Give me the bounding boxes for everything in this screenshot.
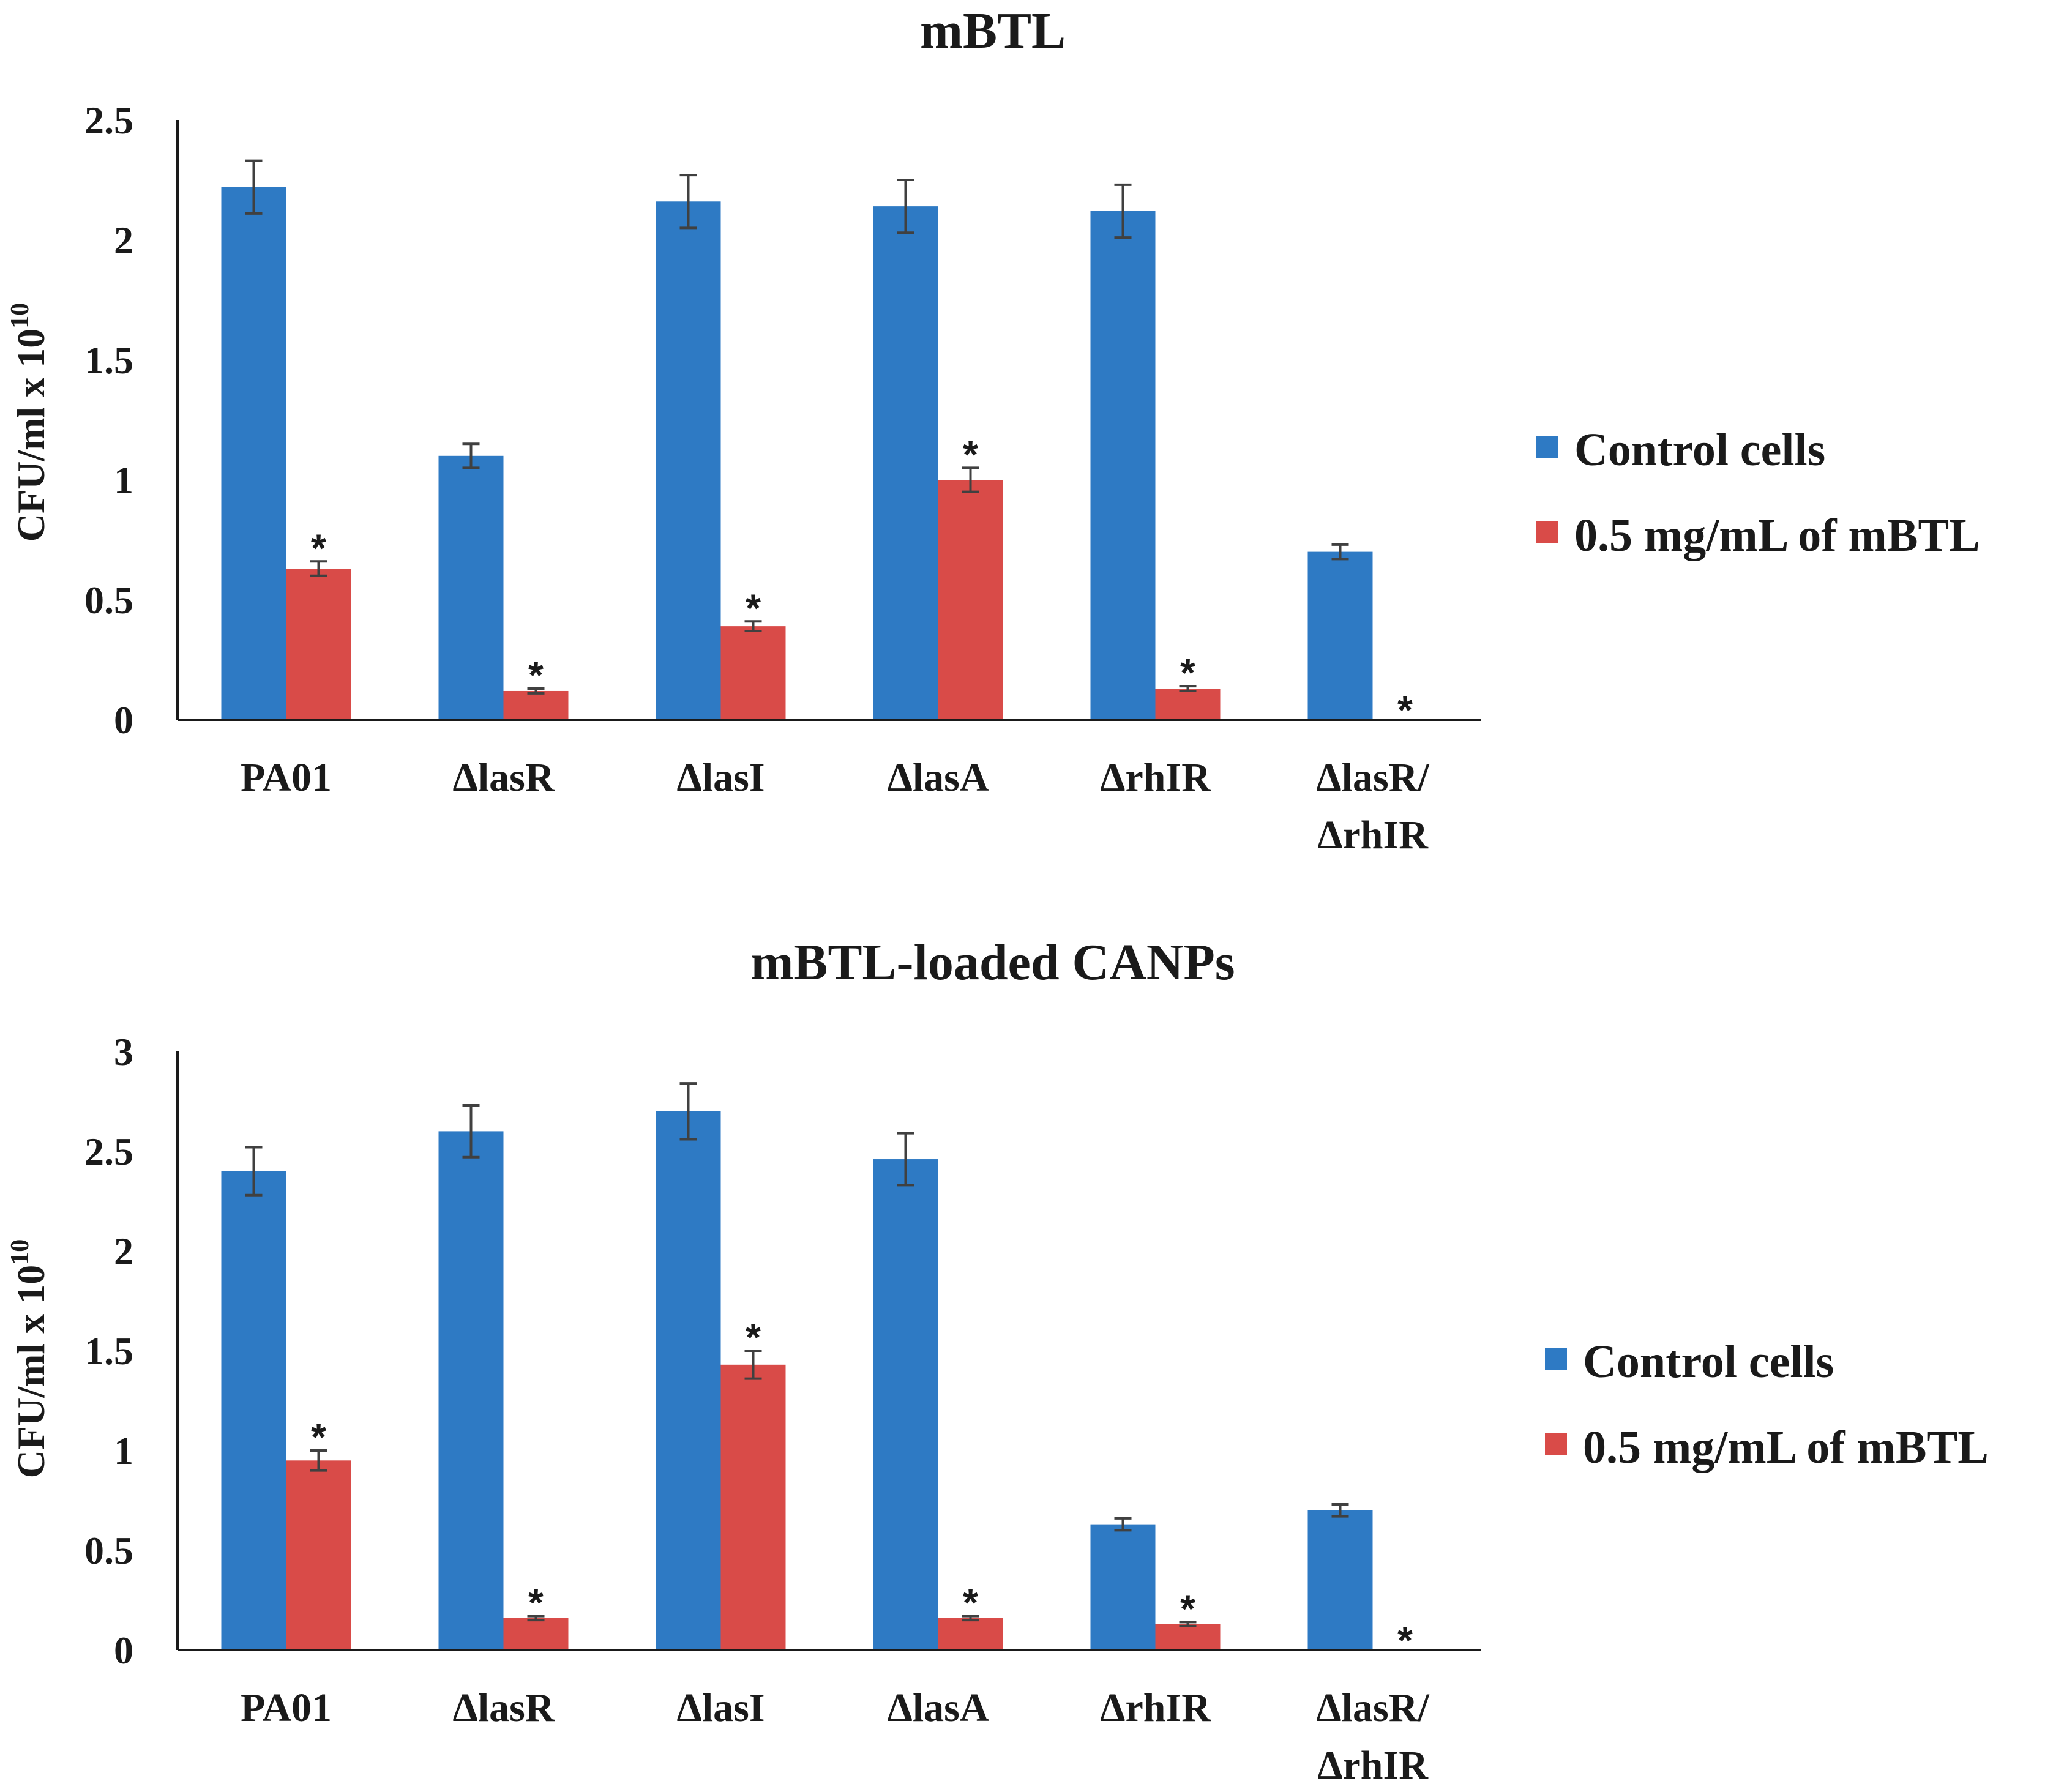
y-tick-label: 2.5	[84, 1130, 133, 1173]
bar-control	[438, 455, 504, 720]
y-axis-ticks: 0 0.5 1 1.5 2 2.5	[84, 99, 133, 742]
x-category-label: ΔlasI	[676, 755, 765, 800]
bar-control	[221, 187, 286, 720]
bar-control	[873, 206, 938, 720]
significance-star: *	[963, 432, 978, 476]
x-category-label: ΔrhIR	[1317, 1743, 1429, 1788]
legend: Control cells 0.5 mg/mL of mBTL	[1536, 424, 1980, 561]
bar-control	[873, 1159, 938, 1650]
y-tick-label: 1	[114, 1429, 133, 1473]
error-bars	[245, 159, 1349, 695]
significance-star: *	[528, 1581, 544, 1625]
y-tick-label: 0.5	[84, 1529, 133, 1572]
significance-star: *	[963, 1581, 978, 1625]
y-tick-label: 1.5	[84, 338, 133, 382]
bars	[221, 187, 1373, 720]
x-category-label: ΔlasR	[452, 755, 555, 800]
significance-star: *	[746, 1315, 761, 1359]
x-category-label: PA01	[241, 755, 332, 800]
y-tick-label: 2	[114, 1230, 133, 1273]
bar-treated	[286, 1460, 351, 1650]
chart-title: mBTL-loaded CANPs	[750, 934, 1235, 991]
significance-markers: * * * * * *	[311, 432, 1413, 732]
bar-treated	[286, 569, 351, 720]
y-tick-label: 1.5	[84, 1329, 133, 1373]
bar-treated	[938, 480, 1003, 720]
bar-treated	[1155, 1624, 1221, 1650]
significance-star: *	[528, 653, 544, 697]
y-tick-label: 0	[114, 1629, 133, 1672]
y-axis-label: CFU/ml x 1010	[6, 1239, 53, 1478]
bar-treated	[1155, 689, 1221, 720]
x-category-label: PA01	[241, 1686, 332, 1730]
y-axis-ticks: 0 0.5 1 1.5 2 2.5 3	[84, 1030, 133, 1672]
bar-control	[221, 1171, 286, 1650]
y-tick-label: 1	[114, 458, 133, 502]
bar-treated	[503, 690, 569, 720]
bar-control	[438, 1131, 504, 1650]
legend-label-control: Control cells	[1583, 1336, 1834, 1387]
chart-mbtl: mBTL CFU/ml x 1010 0 0.5 1 1.5 2 2.5 * * * * * * P…	[6, 2, 1980, 857]
y-tick-label: 2	[114, 218, 133, 262]
y-axis-label: CFU/ml x 1010	[6, 303, 53, 542]
x-category-label: ΔlasA	[887, 1686, 989, 1730]
bars	[221, 1111, 1373, 1650]
legend-swatch-control	[1545, 1348, 1567, 1370]
significance-star: *	[1397, 1618, 1413, 1662]
bar-treated	[503, 1618, 569, 1650]
bar-control	[1307, 551, 1373, 720]
significance-star: *	[311, 526, 326, 570]
x-category-label: ΔlasR	[452, 1686, 555, 1730]
x-category-label: ΔlasR/	[1316, 1686, 1430, 1730]
x-axis-categories: PA01 ΔlasR ΔlasI ΔlasA ΔrhIR ΔlasR/ΔrhIR	[241, 1686, 1430, 1788]
legend-label-treated: 0.5 mg/mL of mBTL	[1574, 510, 1980, 561]
error-bars	[245, 1082, 1349, 1627]
significance-markers: * * * * * *	[311, 1315, 1413, 1662]
significance-star: *	[1180, 651, 1195, 695]
chart-mbtl-loaded-canps: mBTL-loaded CANPs CFU/ml x 1010 0 0.5 1 1.5…	[6, 934, 1989, 1788]
bar-control	[656, 1111, 721, 1650]
y-tick-label: 0.5	[84, 578, 133, 622]
bar-treated	[938, 1618, 1003, 1650]
chart-title: mBTL	[920, 2, 1066, 59]
legend-swatch-treated	[1536, 521, 1558, 543]
bar-control	[656, 201, 721, 720]
x-category-label: ΔrhIR	[1100, 1686, 1211, 1730]
x-category-label: ΔlasA	[887, 755, 989, 800]
y-tick-label: 3	[114, 1030, 133, 1073]
significance-star: *	[1397, 688, 1413, 732]
legend-label-treated: 0.5 mg/mL of mBTL	[1583, 1422, 1989, 1473]
x-category-label: ΔrhIR	[1317, 813, 1429, 857]
bar-control	[1090, 1524, 1156, 1650]
legend: Control cells 0.5 mg/mL of mBTL	[1545, 1336, 1989, 1473]
x-category-label: ΔlasI	[676, 1686, 765, 1730]
bar-control	[1307, 1510, 1373, 1650]
significance-star: *	[746, 586, 761, 630]
x-category-label: ΔrhIR	[1100, 755, 1211, 800]
legend-swatch-control	[1536, 436, 1558, 458]
y-tick-label: 2.5	[84, 99, 133, 142]
legend-label-control: Control cells	[1574, 424, 1825, 476]
x-category-label: ΔlasR/	[1316, 755, 1430, 800]
y-tick-label: 0	[114, 698, 133, 742]
legend-swatch-treated	[1545, 1433, 1567, 1455]
significance-star: *	[1180, 1586, 1195, 1630]
significance-star: *	[311, 1415, 326, 1459]
x-axis-categories: PA01 ΔlasR ΔlasI ΔlasA ΔrhIR ΔlasR/ΔrhIR	[241, 755, 1430, 857]
bar-treated	[720, 1364, 786, 1650]
bar-treated	[720, 626, 786, 720]
bar-control	[1090, 211, 1156, 720]
